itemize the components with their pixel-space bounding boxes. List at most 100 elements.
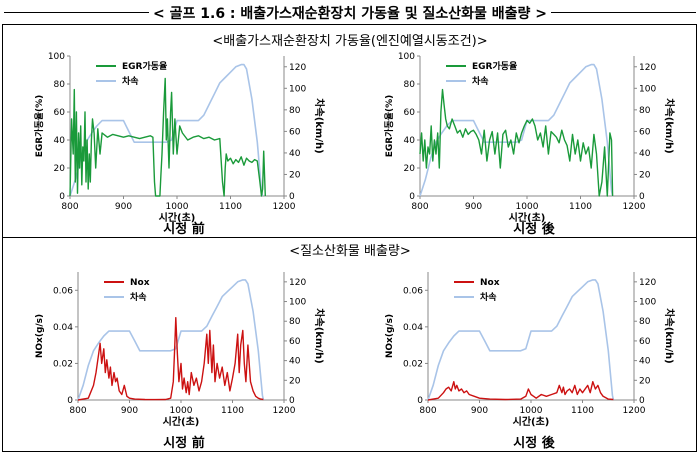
chart-panel-nox-after: 800 900 1000 1100 1200 0 0.02 0.04 0.06 0 20 40 60 80…: [350, 264, 700, 434]
y2-tick-label: 20: [639, 170, 651, 180]
y-tick-label: 20: [404, 164, 416, 174]
chart-nox-after: 800 900 1000 1100 120000.020.040.06020406080…: [385, 272, 676, 428]
y2-tick-label: 40: [289, 357, 301, 367]
y-tick-label: 0: [59, 192, 65, 202]
figure-title-row: < 골프 1.6 : 배출가스재순환장치 가동율 및 질소산화물 배출량 >: [0, 0, 700, 24]
y2-tick-label: 100: [289, 298, 306, 308]
x-tick-label: 800: [419, 406, 436, 416]
x-tick-label: 1000: [520, 406, 543, 416]
chart-nox-before: 800 900 1000 1100 120000.020.040.06020406080…: [35, 272, 326, 428]
y2-tick-label: 20: [639, 376, 651, 386]
y-axis-title: EGR가동율(%): [383, 95, 395, 158]
y-tick-label: 0.06: [403, 286, 423, 296]
x-tick-label: 1100: [219, 202, 242, 212]
y2-tick-label: 0: [639, 396, 645, 406]
y2-tick-label: 120: [639, 63, 656, 73]
caption-nox-after: 시정 後: [513, 436, 555, 451]
y2-tick-label: 80: [289, 317, 301, 327]
section-divider: [2, 237, 697, 238]
y2-axis-title: 차속(km/h): [663, 308, 676, 363]
x-tick-label: 800: [61, 202, 78, 212]
legend-label: 차속: [122, 75, 139, 87]
y-tick-label: 60: [404, 108, 416, 118]
y-tick-label: 80: [54, 80, 66, 90]
chart-egr-after: 800 900 1000 1100 12000204060801000204060801…: [383, 52, 676, 224]
y-tick-label: 100: [398, 52, 415, 62]
y2-tick-label: 0: [289, 396, 295, 406]
y2-tick-label: 120: [289, 63, 306, 73]
y2-tick-label: 120: [639, 278, 656, 288]
y2-tick-label: 40: [289, 149, 301, 159]
y2-axis-title: 차속(km/h): [663, 98, 676, 153]
y-tick-label: 0: [67, 396, 73, 406]
series-line-nox: [77, 317, 264, 401]
x-axis-title: 시간(초): [509, 211, 546, 224]
y2-tick-label: 80: [639, 106, 651, 116]
section2-heading: <질소산화물 배출량>: [289, 244, 411, 259]
y-tick-label: 100: [48, 52, 65, 62]
y2-axis-title: 차속(km/h): [313, 98, 326, 153]
x-tick-label: 1000: [170, 406, 193, 416]
series-line-speed: [419, 63, 614, 197]
x-tick-label: 1200: [273, 202, 296, 212]
y2-tick-label: 20: [289, 376, 301, 386]
y2-tick-label: 120: [289, 278, 306, 288]
y2-tick-label: 100: [289, 84, 306, 94]
y-tick-label: 0.04: [403, 323, 423, 333]
x-axis-title: 시간(초): [159, 211, 196, 224]
x-tick-label: 800: [411, 202, 428, 212]
section1-heading: <배출가스재순환장치 가동율(엔진예열시동조건)>: [212, 34, 488, 49]
caption-nox-before: 시정 前: [163, 436, 205, 451]
x-tick-label: 1200: [273, 406, 296, 416]
x-tick-label: 900: [471, 406, 488, 416]
y2-axis-title: 차속(km/h): [313, 308, 326, 363]
legend-label: 차속: [480, 291, 497, 303]
legend-label: EGR가동율: [122, 60, 167, 72]
x-tick-label: 1200: [623, 202, 646, 212]
x-tick-label: 800: [69, 406, 86, 416]
chart-panel-nox-before: 800 900 1000 1100 1200 0 0.02 0.04 0.06 0 20 40 60 80…: [0, 264, 350, 434]
series-line-egr: [419, 88, 614, 197]
y-tick-label: 40: [54, 136, 66, 146]
y-tick-label: 60: [54, 108, 66, 118]
legend-label: 차속: [472, 75, 489, 87]
y-tick-label: 0: [409, 192, 415, 202]
chart-panel-egr-after: 800 900 1000 1100 1200 0 20 40 60 80 100 0 20 40 60 80 1…: [350, 48, 700, 230]
x-tick-label: 1000: [516, 202, 539, 212]
caption-egr-after: 시정 後: [513, 222, 555, 237]
y2-tick-label: 60: [639, 337, 651, 347]
y-tick-label: 0.02: [53, 359, 73, 369]
y2-tick-label: 80: [639, 317, 651, 327]
x-axis-title: 시간(초): [163, 415, 200, 428]
y2-tick-label: 0: [289, 192, 295, 202]
y2-tick-label: 60: [289, 127, 301, 137]
caption-egr-before: 시정 前: [163, 222, 205, 237]
series-line-egr: [69, 77, 266, 197]
y2-tick-label: 60: [289, 337, 301, 347]
y2-tick-label: 0: [639, 192, 645, 202]
x-tick-label: 1100: [221, 406, 244, 416]
figure-frame: [2, 24, 697, 452]
x-tick-label: 900: [465, 202, 482, 212]
series-line-speed: [77, 279, 265, 401]
y2-tick-label: 20: [289, 170, 301, 180]
y-tick-label: 0.06: [53, 286, 73, 296]
y2-tick-label: 40: [639, 149, 651, 159]
legend-label: Nox: [480, 278, 500, 288]
y-tick-label: 0.04: [53, 323, 73, 333]
x-tick-label: 1200: [623, 406, 646, 416]
series-line-speed: [69, 63, 264, 197]
chart-egr-before: 800 900 1000 1100 12000204060801000204060801…: [33, 52, 326, 224]
y-tick-label: 0.02: [403, 359, 423, 369]
y-axis-title: NOx(g/s): [385, 314, 395, 358]
series-line-speed: [427, 279, 615, 401]
y-axis-title: NOx(g/s): [35, 314, 45, 358]
x-axis-title: 시간(초): [513, 415, 550, 428]
legend-label: Nox: [130, 278, 150, 288]
x-tick-label: 1000: [166, 202, 189, 212]
chart-panel-egr-before: 800 900 1000 1100 1200 0 20 40 60 80 100 0 20 40 60 80 1…: [0, 48, 350, 230]
series-line-nox: [427, 380, 614, 401]
figure-title: < 골프 1.6 : 배출가스재순환장치 가동율 및 질소산화물 배출량 >: [149, 6, 551, 22]
legend-label: 차속: [130, 291, 147, 303]
y-tick-label: 0: [417, 396, 423, 406]
